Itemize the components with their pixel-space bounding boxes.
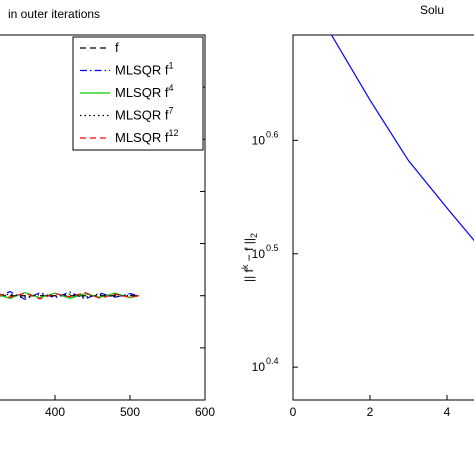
- left-plot: [0, 290, 140, 301]
- legend-label: MLSQR f7: [115, 106, 173, 123]
- legend-label: MLSQR f12: [115, 128, 178, 145]
- legend-name: f: [115, 40, 119, 55]
- right-plot: [330, 35, 474, 242]
- y-tick-label: 10: [252, 247, 266, 261]
- x-tick-label: 400: [45, 405, 65, 419]
- right-title: Solu: [420, 3, 444, 17]
- y-tick-exponent: 0.6: [266, 129, 279, 139]
- x-tick-label: 2: [367, 405, 374, 419]
- y-tick-exponent: 0.4: [266, 356, 279, 366]
- right-axes-box: [292, 34, 474, 401]
- y-tick-label: 10: [252, 360, 266, 374]
- legend-superscript: 12: [168, 128, 178, 138]
- legend-superscript: 4: [168, 83, 173, 93]
- y-tick-label: 10: [252, 133, 266, 147]
- series-line: [330, 35, 474, 242]
- x-tick-label: 500: [120, 405, 140, 419]
- y-axis-label-part: 2: [249, 233, 259, 238]
- legend-label: MLSQR f4: [115, 83, 173, 100]
- legend-label: MLSQR f1: [115, 61, 173, 78]
- legend-name: MLSQR f: [115, 63, 169, 78]
- series-line: [0, 291, 140, 299]
- series-line: [0, 290, 140, 301]
- left-title: in outer iterations: [8, 7, 100, 21]
- legend-name: MLSQR f: [115, 108, 169, 123]
- x-tick-label: 0: [290, 405, 297, 419]
- y-axis-label-part: || f: [242, 268, 256, 282]
- series-line: [0, 293, 140, 298]
- y-tick-exponent: 0.5: [266, 243, 279, 253]
- legend-superscript: 7: [168, 106, 173, 116]
- left-axes-box: [0, 34, 206, 401]
- x-tick-label: 4: [444, 405, 451, 419]
- x-tick-label: 600: [195, 405, 215, 419]
- y-axis-label-part: k: [240, 264, 250, 269]
- legend-name: MLSQR f: [115, 130, 169, 145]
- series-line: [0, 291, 140, 300]
- legend-superscript: 1: [168, 61, 173, 71]
- y-axis-label: || fk − f ||2: [240, 233, 259, 282]
- y-axis-label-part: − f ||: [242, 238, 256, 265]
- legend-label: f: [115, 40, 119, 55]
- legend-name: MLSQR f: [115, 85, 169, 100]
